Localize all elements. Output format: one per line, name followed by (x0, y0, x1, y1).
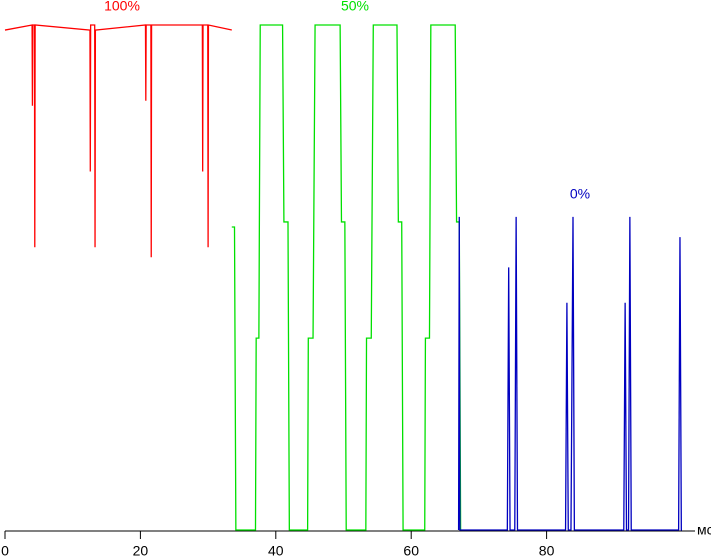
x-tick-label: 60 (403, 543, 419, 559)
series-line (4, 24, 232, 258)
series-label: 0% (570, 186, 590, 202)
x-tick-label: 0 (1, 543, 9, 559)
series-label: 100% (104, 0, 140, 14)
x-axis-unit: мс (697, 522, 711, 538)
x-tick-label: 20 (133, 543, 149, 559)
x-tick-label: 80 (539, 543, 555, 559)
x-tick-label: 40 (268, 543, 284, 559)
series-label: 50% (341, 0, 369, 14)
series-line (231, 24, 462, 531)
series-line (457, 216, 682, 531)
